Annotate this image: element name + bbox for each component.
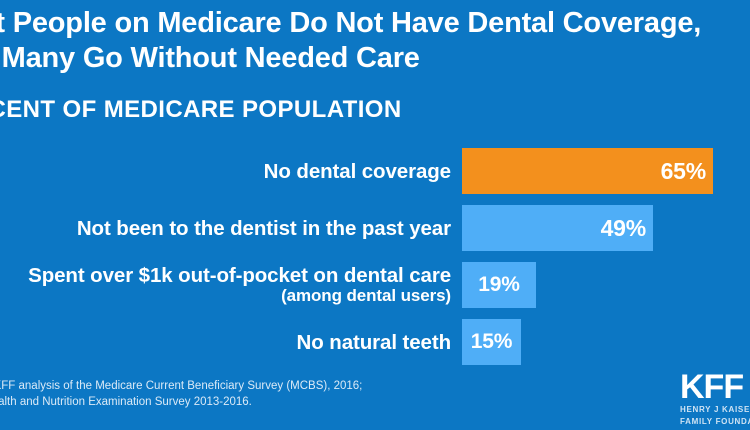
bar-value: 19% — [478, 273, 520, 296]
chart-subtitle: PERCENT OF MEDICARE POPULATION — [0, 96, 402, 123]
title-line-2: And Many Go Without Needed Care — [0, 42, 420, 74]
bar-label-text: Not been to the dentist in the past year — [76, 216, 451, 240]
title-line-1: Most People on Medicare Do Not Have Dent… — [0, 7, 702, 39]
bar-chart: No dental coverage 65% Not been to the d… — [0, 148, 750, 376]
kff-logo: KFF HENRY J KAISER FAMILY FOUNDATION — [680, 368, 750, 426]
bar-value: 65% — [660, 157, 707, 184]
kff-logo-subline-2: FAMILY FOUNDATION — [680, 416, 750, 426]
bar-label: No dental coverage — [0, 161, 462, 182]
bar-value: 15% — [470, 330, 513, 353]
bar-no-natural-teeth: 15% — [462, 319, 521, 365]
source-footnote: SOURCE: KFF analysis of the Medicare Cur… — [0, 379, 362, 410]
bar-value: 49% — [600, 214, 647, 241]
bar-row: Not been to the dentist in the past year… — [0, 205, 750, 251]
bar-label-text: No natural teeth — [296, 330, 452, 354]
bar-spent-over-1k: 19% — [462, 262, 536, 308]
bar-no-dentist-past-year: 49% — [462, 205, 653, 251]
bar-label-sublabel: (among dental users) — [281, 285, 451, 305]
footnote-line-2: National Health and Nutrition Examinatio… — [0, 395, 252, 408]
bar-row: No natural teeth 15% — [0, 319, 750, 365]
page-title: Most People on Medicare Do Not Have Dent… — [0, 6, 750, 76]
bar-row: Spent over $1k out-of-pocket on dental c… — [0, 262, 750, 308]
bar-no-dental-coverage: 65% — [462, 148, 713, 194]
bar-label: Spent over $1k out-of-pocket on dental c… — [0, 265, 462, 306]
bar-row: No dental coverage 65% — [0, 148, 750, 194]
bar-label: No natural teeth — [0, 332, 462, 353]
bar-label-text: No dental coverage — [263, 159, 451, 183]
bar-label-text: Spent over $1k out-of-pocket on dental c… — [28, 263, 451, 287]
kff-logo-wordmark: KFF — [680, 368, 744, 406]
bar-label: Not been to the dentist in the past year — [0, 218, 462, 239]
footnote-line-1: SOURCE: KFF analysis of the Medicare Cur… — [0, 380, 363, 392]
kff-logo-subline-1: HENRY J KAISER — [680, 405, 750, 414]
